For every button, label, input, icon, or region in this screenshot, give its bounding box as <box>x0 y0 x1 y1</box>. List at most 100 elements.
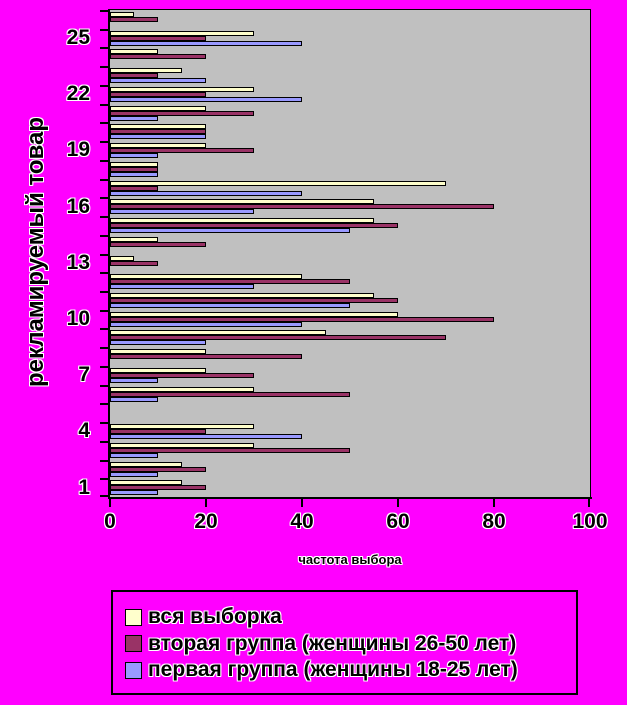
bar-series2-cat19 <box>110 148 254 154</box>
bar-series3-cat1 <box>110 490 158 496</box>
bar-series3-cat4 <box>110 434 302 440</box>
bar-series1-cat7 <box>110 367 206 373</box>
legend-swatch-all-sample <box>125 608 142 626</box>
y-axis-tick <box>100 440 108 443</box>
bar-series2-cat8 <box>110 354 302 360</box>
y-axis-tick <box>100 403 108 406</box>
bar-series2-cat4 <box>110 429 206 435</box>
y-axis-tick <box>100 478 108 481</box>
x-axis-tick-label: 40 <box>290 510 314 533</box>
x-axis-tick-label: 0 <box>104 510 116 533</box>
bar-series1-cat11 <box>110 292 374 298</box>
bar-series3-cat7 <box>110 377 158 383</box>
x-axis-tick <box>109 499 111 507</box>
bar-series1-cat15 <box>110 218 374 224</box>
bar-series2-cat9 <box>110 335 446 341</box>
y-axis-tick <box>100 216 108 219</box>
bar-series1-cat3 <box>110 442 254 448</box>
bar-series3-cat22 <box>110 96 302 102</box>
x-axis-title: частота выбора <box>298 552 402 567</box>
bar-series2-cat2 <box>110 466 206 472</box>
bar-series1-cat16 <box>110 199 374 205</box>
y-axis-tick <box>100 197 108 200</box>
y-axis-tick <box>100 328 108 331</box>
legend-swatch-first-group <box>125 661 142 679</box>
bar-series1-cat10 <box>110 311 398 317</box>
legend: вся выборка вторая группа (женщины 26-50… <box>111 590 578 695</box>
x-axis-tick-label: 80 <box>482 510 506 533</box>
bar-series1-cat8 <box>110 349 206 355</box>
bar-series3-cat10 <box>110 321 302 327</box>
legend-label-second-group: вторая группа (женщины 26-50 лет) <box>148 631 517 655</box>
legend-item-second-group: вторая группа (женщины 26-50 лет) <box>125 631 570 655</box>
x-axis-tick <box>301 499 303 507</box>
legend-label-all-sample: вся выборка <box>148 605 282 628</box>
y-axis-tick <box>100 495 108 497</box>
bar-series2-cat26 <box>110 17 158 22</box>
bar-series2-cat15 <box>110 223 398 229</box>
bar-series1-cat14 <box>110 236 158 242</box>
x-axis-tick <box>588 499 590 507</box>
bar-series1-cat21 <box>110 105 206 111</box>
bar-series3-cat18 <box>110 171 158 177</box>
y-axis-tick-label: 4 <box>78 419 90 443</box>
bar-series3-cat9 <box>110 340 206 346</box>
x-axis-line <box>108 497 592 499</box>
x-axis-tick <box>397 499 399 507</box>
bar-series1-cat26 <box>110 12 134 17</box>
legend-swatch-second-group <box>125 635 142 652</box>
bar-series1-cat22 <box>110 86 254 92</box>
bar-series1-cat9 <box>110 330 326 336</box>
bar-series2-cat23 <box>110 73 158 79</box>
bar-series2-cat7 <box>110 372 254 378</box>
y-axis-tick <box>100 84 108 87</box>
x-axis-tick-label: 60 <box>386 510 410 533</box>
y-axis-tick <box>100 66 108 69</box>
bar-series3-cat15 <box>110 228 350 234</box>
y-axis-tick <box>100 28 108 31</box>
y-axis-tick <box>100 309 108 312</box>
bar-series1-cat6 <box>110 386 254 392</box>
y-axis-tick <box>100 10 108 12</box>
bar-series3-cat21 <box>110 115 158 121</box>
y-axis-tick <box>100 178 108 181</box>
bar-series2-cat10 <box>110 316 494 322</box>
bar-series1-cat2 <box>110 461 182 467</box>
y-axis-tick <box>100 384 108 387</box>
bar-series1-cat18 <box>110 161 158 167</box>
y-axis-tick-label: 1 <box>78 475 90 499</box>
bar-series3-cat17 <box>110 190 302 196</box>
x-axis-tick <box>205 499 207 507</box>
y-axis-tick <box>100 422 108 425</box>
bar-series2-cat13 <box>110 260 158 266</box>
legend-item-all-sample: вся выборка <box>125 606 570 628</box>
bar-series3-cat20 <box>110 134 206 140</box>
y-axis-tick-label: 7 <box>78 363 90 387</box>
bar-series3-cat16 <box>110 209 254 215</box>
bar-series2-cat11 <box>110 297 398 303</box>
bar-series2-cat22 <box>110 91 206 97</box>
bar-series2-cat21 <box>110 110 254 116</box>
bar-series3-cat2 <box>110 471 158 477</box>
bar-series3-cat6 <box>110 396 158 402</box>
bar-series1-cat4 <box>110 424 254 430</box>
bar-series1-cat13 <box>110 255 134 261</box>
bar-series2-cat16 <box>110 204 494 210</box>
y-axis-tick <box>100 234 108 237</box>
y-axis-tick-label: 13 <box>66 250 90 274</box>
y-axis-tick-label: 16 <box>66 194 90 218</box>
bar-series1-cat19 <box>110 143 206 149</box>
y-axis-tick <box>100 459 108 462</box>
bar-series3-cat25 <box>110 40 302 46</box>
bar-series3-cat19 <box>110 153 158 159</box>
bar-series3-cat23 <box>110 78 206 84</box>
y-axis-tick-label: 22 <box>66 82 90 106</box>
legend-item-first-group: первая группа (женщины 18-25 лет) <box>125 659 570 681</box>
y-axis-tick <box>100 290 108 293</box>
y-axis-tick <box>100 141 108 144</box>
y-axis-tick-label: 19 <box>66 138 90 162</box>
y-axis-tick <box>100 159 108 162</box>
bar-series3-cat3 <box>110 452 158 458</box>
y-axis-tick-label: 10 <box>66 307 90 331</box>
bar-series2-cat6 <box>110 391 350 397</box>
